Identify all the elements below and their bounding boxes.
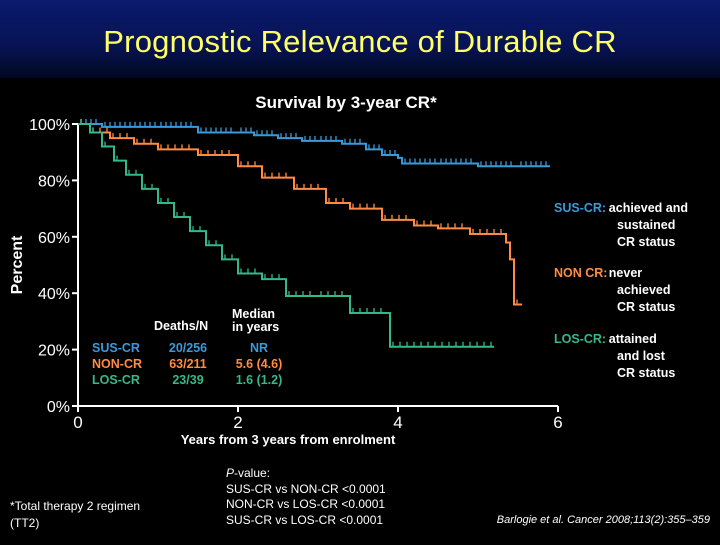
chart-area: Survival by 3-year CR* 0% 20% 40% 60% 80% 100… (0, 78, 720, 540)
p-value-line-1: SUS-CR vs NON-CR <0.0001 (226, 481, 386, 496)
y-axis-label: Percent (9, 235, 26, 294)
survival-chart: Survival by 3-year CR* 0% 20% 40% 60% 80% 100… (9, 93, 688, 447)
series-label-name: NON CR: (554, 266, 607, 280)
p-value-block: P-value: SUS-CR vs NON-CR <0.0001 NON-CR… (226, 466, 386, 528)
y-tick-label: 60% (38, 230, 70, 247)
x-tick-label: 6 (553, 413, 562, 432)
x-axis-label: Years from 3 years from enrolment (181, 432, 396, 447)
series-label-desc: attained (609, 332, 657, 346)
p-value-heading: P-value: (226, 466, 386, 482)
slide-header: Prognostic Relevance of Durable CR (0, 0, 720, 78)
series-label-desc: and lost (617, 349, 666, 363)
table-cell-group: NON-CR (92, 357, 142, 371)
table-header-deaths: Deaths/N (154, 319, 208, 333)
table-row: NON-CR 63/211 5.6 (4.6) (92, 357, 282, 371)
series-label-desc: achieved and (609, 201, 688, 215)
x-tick-label: 2 (233, 413, 242, 432)
series-label-desc: CR status (617, 300, 675, 314)
series-label-desc: CR status (617, 366, 675, 380)
table-cell-median: NR (250, 341, 268, 355)
series-label-desc: sustained (617, 218, 675, 232)
series-label-los-cr: LOS-CR: attained and lost CR status (554, 332, 675, 380)
citation: Barlogie et al. Cancer 2008;113(2):355–3… (496, 514, 710, 526)
table-cell-median: 5.6 (4.6) (236, 357, 283, 371)
series-label-desc: achieved (617, 283, 671, 297)
curve-sus-cr (78, 123, 550, 168)
table-cell-deaths: 20/256 (169, 341, 207, 355)
y-tick-label: 0% (47, 399, 70, 416)
y-tick-label: 80% (38, 173, 70, 190)
series-label-desc: CR status (617, 235, 675, 249)
table-row: LOS-CR 23/39 1.6 (1.2) (92, 373, 282, 387)
series-label-desc: never (609, 266, 642, 280)
y-tick-label: 20% (38, 343, 70, 360)
series-label-sus-cr: SUS-CR: achieved and sustained CR status (554, 201, 688, 249)
p-value-p: P (226, 466, 235, 480)
slide-title: Prognostic Relevance of Durable CR (103, 24, 617, 59)
curve-non-cr (78, 123, 522, 306)
table-cell-median: 1.6 (1.2) (236, 373, 283, 387)
table-cell-deaths: 63/211 (169, 357, 207, 371)
y-tick-label: 40% (38, 286, 70, 303)
footnote-line-1: *Total therapy 2 regimen (10, 499, 141, 513)
p-value-rest: -value: (234, 466, 271, 480)
x-tick-label: 4 (393, 413, 402, 432)
series-label-name: SUS-CR: (554, 201, 606, 215)
footnote: *Total therapy 2 regimen (TT2) (10, 498, 140, 532)
curve-los-cr (78, 123, 494, 348)
y-tick-label: 100% (29, 117, 70, 134)
x-tick-label: 0 (73, 413, 82, 432)
footnote-line-2: (TT2) (10, 516, 40, 530)
series-label-non-cr: NON CR: never achieved CR status (554, 266, 675, 314)
table-cell-group: SUS-CR (92, 341, 140, 355)
table-header-median: Median (232, 307, 275, 321)
series-label-name: LOS-CR: (554, 332, 606, 346)
table-row: SUS-CR 20/256 NR (92, 341, 268, 355)
p-value-line-2: NON-CR vs LOS-CR <0.0001 (226, 497, 386, 511)
p-value-line-3: SUS-CR vs LOS-CR <0.0001 (226, 512, 384, 527)
table-cell-group: LOS-CR (92, 373, 140, 387)
chart-title: Survival by 3-year CR* (255, 93, 437, 112)
table-header-median: in years (232, 320, 279, 334)
table-cell-deaths: 23/39 (172, 373, 203, 387)
